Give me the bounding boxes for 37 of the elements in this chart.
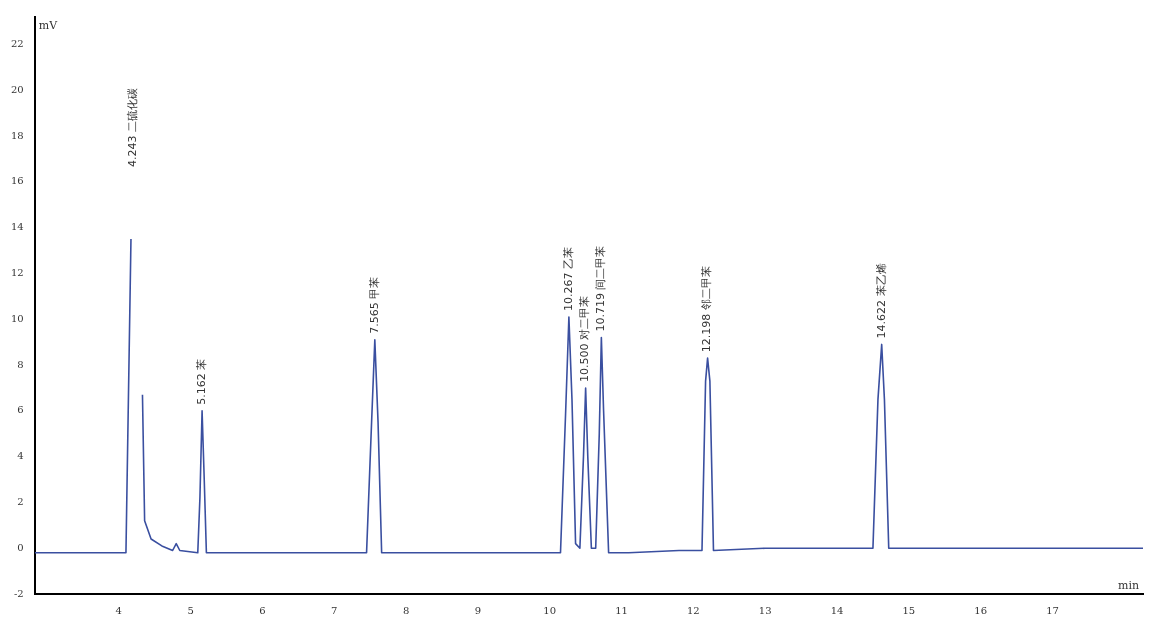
x-tick-label: 15 [902,604,916,616]
x-tick-label: 17 [1046,604,1059,616]
y-tick-label: 14 [10,221,24,233]
y-tick-label: 4 [17,450,24,462]
y-tick-label: 8 [17,358,24,370]
y-axis-title: mV [38,19,59,33]
annotation: 7.565 甲苯 [367,276,381,334]
annotation: 10.719 间二甲苯 [594,245,608,332]
x-tick-label: 7 [331,604,338,616]
x-tick-label: 6 [259,604,266,616]
y-tick-label: 2 [17,496,24,508]
y-tick-label: 18 [10,129,24,141]
x-tick-label: 9 [474,604,482,616]
x-tick-label: 16 [974,604,988,616]
annotation: 5.162 苯 [195,358,209,405]
annotation: 4.243 二硫化碳 [125,88,139,167]
y-tick-label: -2 [13,587,24,599]
annotation: 12.198 邻二甲苯 [700,266,714,353]
x-tick-label: 14 [830,604,844,616]
y-tick-label: 22 [10,38,24,50]
annotation: 10.267 乙苯 [561,246,575,311]
y-tick-label: 16 [10,175,24,187]
annotation: 14.622 苯乙烯 [874,263,888,339]
x-tick-label: 8 [402,604,410,616]
y-tick-label: 6 [17,404,24,416]
x-axis-title: min [1117,579,1139,593]
x-tick-label: 5 [187,604,194,616]
x-tick-label: 13 [758,604,772,616]
x-tick-label: 12 [687,604,700,616]
y-tick-label: 12 [10,267,24,279]
y-tick-label: 0 [17,541,24,553]
x-tick-label: 11 [615,604,628,616]
y-tick-label: 10 [10,312,24,324]
annotation: 10.500 对二甲苯 [578,295,592,382]
x-tick-label: 4 [115,604,122,616]
x-tick-label: 10 [543,604,557,616]
y-tick-label: 20 [10,83,24,95]
